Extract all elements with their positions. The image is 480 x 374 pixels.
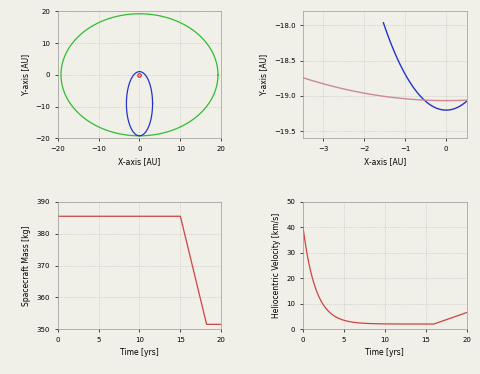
- X-axis label: X-axis [AU]: X-axis [AU]: [118, 157, 160, 166]
- Y-axis label: Heliocentric Velocity [km/s]: Heliocentric Velocity [km/s]: [271, 213, 280, 318]
- X-axis label: X-axis [AU]: X-axis [AU]: [363, 157, 405, 166]
- X-axis label: Time [yrs]: Time [yrs]: [365, 348, 403, 357]
- Y-axis label: Y-axis [AU]: Y-axis [AU]: [21, 54, 30, 95]
- X-axis label: Time [yrs]: Time [yrs]: [120, 348, 158, 357]
- Y-axis label: Spacecraft Mass [kg]: Spacecraft Mass [kg]: [22, 225, 31, 306]
- Y-axis label: Y-axis [AU]: Y-axis [AU]: [259, 54, 268, 95]
